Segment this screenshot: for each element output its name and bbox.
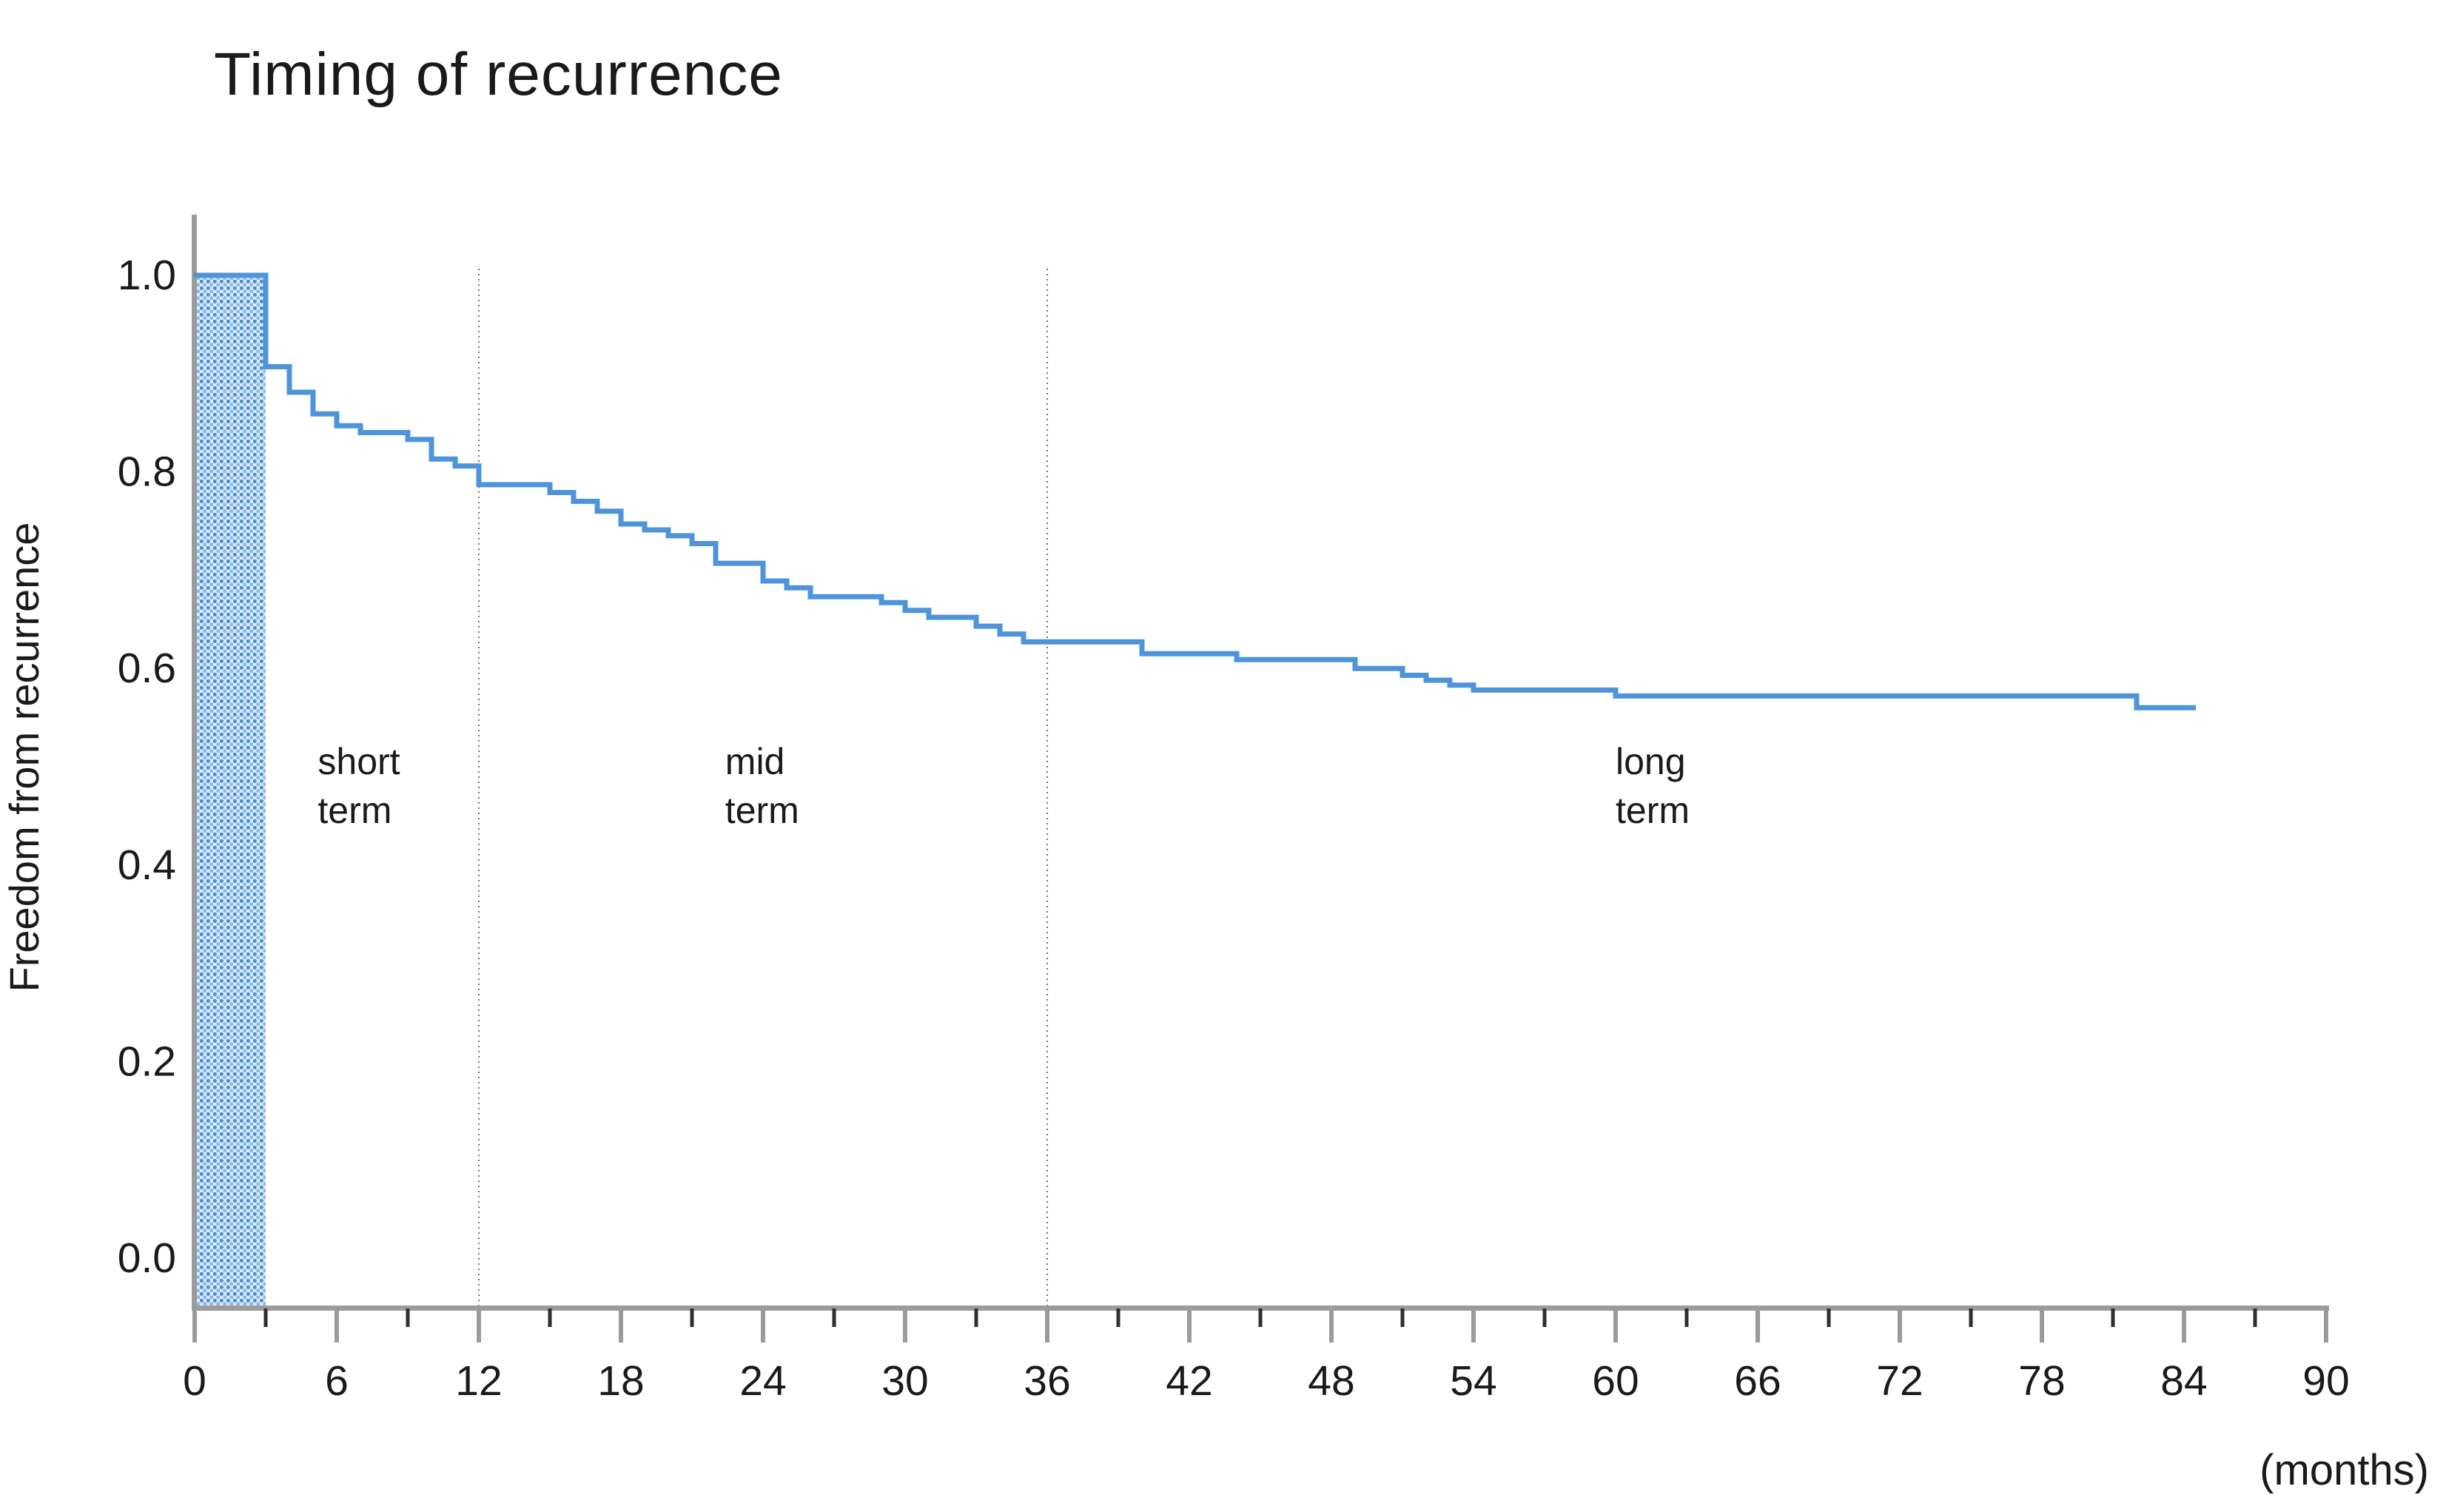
- shaded-region-layer: [197, 275, 266, 1306]
- short-term-label-line1: short: [317, 741, 400, 782]
- x-tick-label-84: 84: [2160, 1357, 2207, 1405]
- x-tick-label-60: 60: [1592, 1357, 1639, 1405]
- long-term-label-line2: term: [1616, 790, 1690, 831]
- x-tick-label-72: 72: [1876, 1357, 1923, 1405]
- x-major-tick-0: [192, 1311, 197, 1343]
- gridlines-layer: [478, 269, 1048, 1306]
- x-tick-label-36: 36: [1024, 1357, 1070, 1405]
- x-tick-label-78: 78: [2018, 1357, 2065, 1405]
- x-minor-tick-21: [690, 1308, 694, 1327]
- mid-term-label-line1: mid: [725, 741, 785, 782]
- x-tick-label-66: 66: [1734, 1357, 1781, 1405]
- x-minor-tick-81: [2111, 1308, 2115, 1327]
- mid-term-label-line2: term: [725, 790, 799, 831]
- freedom-from-recurrence-curve: [194, 272, 2196, 710]
- y-tick-label-0.6: 0.6: [118, 645, 176, 692]
- tick-labels-layer: 0 6 12 18 24 30 36 42 48 54 60 66 72 78 84 90 1.0 0.8 0.6 0…: [118, 252, 2350, 1405]
- x-minor-tick-87: [2253, 1308, 2257, 1327]
- x-minor-tick-27: [832, 1308, 836, 1327]
- x-minor-tick-3: [263, 1308, 268, 1327]
- x-minor-tick-75: [1969, 1308, 1973, 1327]
- x-tick-label-6: 6: [325, 1357, 349, 1405]
- x-tick-label-18: 18: [597, 1357, 644, 1405]
- y-tick-label-0.8: 0.8: [118, 448, 176, 496]
- x-major-tick-36: [1045, 1311, 1049, 1343]
- ticks-layer: [192, 1308, 2328, 1343]
- shaded-band-0-3-months: [197, 275, 266, 1306]
- x-axis-line: [192, 1306, 2329, 1311]
- short-term-label-line2: term: [317, 790, 392, 831]
- y-tick-label-0.4: 0.4: [118, 841, 176, 889]
- x-tick-label-90: 90: [2302, 1357, 2349, 1405]
- x-major-tick-54: [1471, 1311, 1476, 1343]
- x-tick-label-24: 24: [739, 1357, 786, 1405]
- y-axis-title: Freedom from recurrence: [1, 523, 47, 992]
- annotations-layer: short term mid term long term: [317, 741, 1690, 831]
- x-minor-tick-33: [974, 1308, 978, 1327]
- x-major-tick-90: [2324, 1311, 2328, 1343]
- survival-curve-layer: [194, 272, 2196, 710]
- x-major-tick-30: [903, 1311, 907, 1343]
- x-major-tick-72: [1898, 1311, 1902, 1343]
- x-major-tick-6: [335, 1311, 339, 1343]
- x-tick-label-42: 42: [1166, 1357, 1212, 1405]
- axes-layer: [192, 215, 2329, 1311]
- x-major-tick-42: [1187, 1311, 1192, 1343]
- x-tick-label-48: 48: [1308, 1357, 1354, 1405]
- x-major-tick-48: [1329, 1311, 1334, 1343]
- x-major-tick-18: [619, 1311, 623, 1343]
- x-major-tick-78: [2040, 1311, 2044, 1343]
- chart-title: Timing of recurrence: [214, 41, 783, 108]
- x-minor-tick-69: [1827, 1308, 1831, 1327]
- x-minor-tick-15: [548, 1308, 552, 1327]
- x-tick-label-0: 0: [183, 1357, 206, 1405]
- x-minor-tick-63: [1684, 1308, 1689, 1327]
- x-major-tick-12: [477, 1311, 481, 1343]
- y-tick-label-1.0: 1.0: [118, 252, 176, 299]
- x-major-tick-24: [761, 1311, 765, 1343]
- x-axis-unit-label: (months): [2259, 1446, 2429, 1494]
- y-tick-label-0.0: 0.0: [118, 1234, 176, 1282]
- x-minor-tick-57: [1542, 1308, 1547, 1327]
- x-major-tick-84: [2182, 1311, 2186, 1343]
- x-major-tick-60: [1613, 1311, 1618, 1343]
- x-tick-label-12: 12: [455, 1357, 502, 1405]
- x-tick-label-54: 54: [1450, 1357, 1496, 1405]
- y-axis-line: [192, 215, 197, 1311]
- x-minor-tick-39: [1116, 1308, 1120, 1327]
- x-tick-label-30: 30: [881, 1357, 928, 1405]
- x-minor-tick-51: [1400, 1308, 1405, 1327]
- x-minor-tick-9: [406, 1308, 410, 1327]
- x-major-tick-66: [1755, 1311, 1760, 1343]
- y-tick-label-0.2: 0.2: [118, 1038, 176, 1085]
- long-term-label-line1: long: [1616, 741, 1686, 782]
- x-minor-tick-45: [1258, 1308, 1263, 1327]
